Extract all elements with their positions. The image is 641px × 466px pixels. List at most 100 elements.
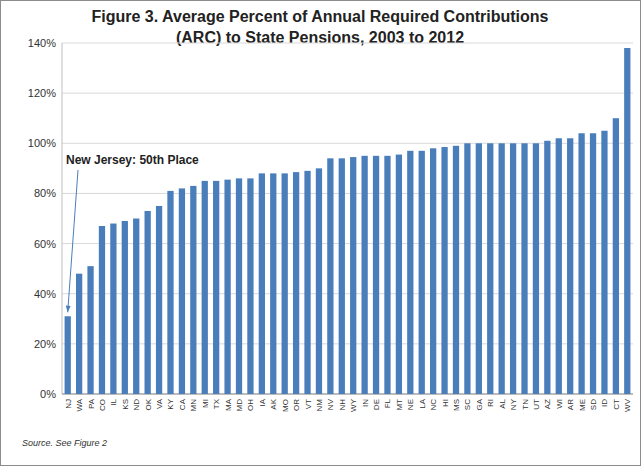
bar <box>544 141 550 394</box>
x-tick-label: OH <box>246 399 255 411</box>
x-tick-label: MN <box>189 399 198 412</box>
bar <box>533 143 539 394</box>
bar <box>259 173 265 394</box>
y-tick-label: 60% <box>34 238 56 250</box>
bar <box>487 143 493 394</box>
bar <box>247 178 253 394</box>
x-tick-label: AR <box>566 399 575 410</box>
x-tick-label: MD <box>235 399 244 412</box>
x-tick-label: OR <box>292 399 301 411</box>
bar <box>521 143 527 394</box>
chart-canvas: 0%20%40%60%80%100%120%140%NJWAPACOILKSND… <box>0 0 641 466</box>
bar <box>179 188 185 394</box>
bar <box>339 158 345 394</box>
x-tick-label: KY <box>166 398 175 409</box>
x-tick-label: WI <box>555 399 564 409</box>
x-tick-label: LA <box>418 398 427 408</box>
grid-line <box>62 93 633 94</box>
bar <box>578 133 584 394</box>
bar <box>350 157 356 394</box>
x-tick-label: ME <box>578 399 587 411</box>
bar <box>419 151 425 394</box>
outer-frame <box>1 1 641 466</box>
source-note: Source. See Figure 2 <box>22 438 107 448</box>
y-tick-label: 140% <box>28 37 56 49</box>
bar <box>156 206 162 394</box>
x-tick-label: MO <box>281 399 290 412</box>
bar <box>499 143 505 394</box>
x-tick-label: IN <box>361 399 370 407</box>
bar <box>99 226 105 394</box>
x-tick-label: WA <box>75 398 84 411</box>
bar <box>76 274 82 394</box>
bar <box>464 143 470 394</box>
bar <box>327 158 333 394</box>
x-tick-label: AZ <box>543 399 552 409</box>
bar <box>396 155 402 394</box>
bar <box>167 191 173 394</box>
bar <box>202 181 208 394</box>
x-tick-label: SD <box>589 399 598 410</box>
annotation: New Jersey: 50th Place <box>66 153 199 167</box>
y-tick-label: 0% <box>40 388 56 400</box>
x-tick-label: CT <box>612 399 621 410</box>
x-tick-label: MA <box>224 398 233 411</box>
x-tick-label: WV <box>623 398 632 412</box>
bar <box>361 156 367 394</box>
bar <box>213 181 219 394</box>
x-tick-label: OK <box>144 398 153 410</box>
x-tick-label: GA <box>475 398 484 410</box>
y-tick-label: 40% <box>34 288 56 300</box>
x-tick-label: AK <box>269 398 278 409</box>
x-tick-label: UT <box>532 399 541 410</box>
x-tick-label: MT <box>395 399 404 411</box>
y-axis-line <box>62 43 63 394</box>
x-tick-label: RI <box>486 399 495 407</box>
bar <box>133 219 139 395</box>
bar <box>270 173 276 394</box>
x-tick-label: NH <box>338 399 347 411</box>
bar <box>110 224 116 394</box>
y-tick-label: 100% <box>28 137 56 149</box>
x-tick-label: NC <box>429 399 438 411</box>
annotation-arrow <box>68 170 78 312</box>
bar <box>145 211 151 394</box>
x-tick-label: PA <box>87 398 96 409</box>
bar <box>384 156 390 394</box>
bar <box>316 168 322 394</box>
x-tick-label: KS <box>121 399 130 410</box>
chart-title: Figure 3. Average Percent of Annual Requ… <box>70 6 570 48</box>
x-tick-label: MI <box>201 399 210 408</box>
bar <box>453 146 459 394</box>
x-tick-label: NV <box>326 398 335 410</box>
grid-line <box>62 43 633 44</box>
x-tick-label: WY <box>349 398 358 412</box>
x-tick-label: TX <box>212 398 221 409</box>
bar <box>87 266 93 394</box>
x-tick-label: SC <box>463 399 472 410</box>
y-tick-label: 20% <box>34 338 56 350</box>
bar <box>441 147 447 394</box>
x-tick-label: DE <box>372 399 381 410</box>
bar <box>236 178 242 394</box>
x-tick-label: TN <box>521 399 530 410</box>
x-tick-label: MS <box>452 399 461 411</box>
bar <box>556 138 562 394</box>
bar <box>567 138 573 394</box>
x-tick-label: NY <box>509 398 518 410</box>
bar <box>601 131 607 394</box>
y-tick-label: 120% <box>28 87 56 99</box>
bar <box>65 316 71 394</box>
bar <box>190 186 196 394</box>
x-tick-label: CA <box>178 398 187 410</box>
bar <box>282 173 288 394</box>
x-tick-label: CO <box>98 399 107 411</box>
x-tick-label: ID <box>600 399 609 407</box>
x-tick-label: IA <box>258 398 267 406</box>
x-tick-label: NM <box>315 399 324 412</box>
bar <box>430 148 436 394</box>
bar <box>510 143 516 394</box>
bars <box>65 48 631 394</box>
bar <box>224 180 230 394</box>
bar <box>373 156 379 394</box>
